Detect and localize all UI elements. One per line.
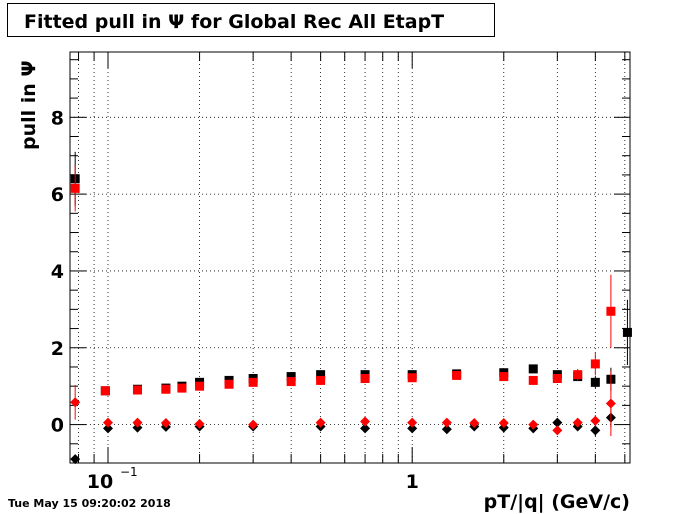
data-point-diamond (194, 418, 205, 429)
plot-frame (69, 51, 631, 464)
data-point-square (177, 383, 187, 393)
data-point-square (316, 375, 326, 385)
data-point-square (499, 372, 509, 382)
data-point-diamond (441, 417, 452, 428)
data-point-square (360, 373, 370, 383)
data-point-square (573, 370, 583, 380)
data-point-diamond (407, 417, 418, 428)
axis-ticks (70, 52, 630, 464)
data-point-diamond (498, 418, 509, 429)
x-tick-label: 10 (87, 471, 113, 493)
data-point-square (224, 379, 234, 389)
data-point-square (528, 364, 538, 374)
data-point-diamond (103, 423, 114, 434)
data-point-diamond (572, 417, 583, 428)
series-diamond-red (70, 370, 616, 437)
data-point-square (248, 377, 258, 387)
data-point-diamond (103, 417, 114, 428)
data-point-square (70, 183, 80, 193)
y-tick-label: 2 (51, 338, 64, 360)
data-point-diamond (315, 417, 326, 428)
data-point-diamond (407, 423, 418, 434)
data-point-square (100, 386, 110, 396)
data-point-square (286, 372, 296, 382)
y-tick-label: 6 (51, 184, 64, 206)
data-point-diamond (360, 416, 371, 427)
data-point-diamond (469, 418, 480, 429)
x-tick-label: 1 (406, 471, 419, 493)
data-point-diamond (552, 425, 563, 436)
tick-labels: 0 2 4 6 8 10 −1 1 (51, 107, 419, 493)
y-tick-label: 0 (51, 415, 64, 437)
data-point-square (606, 306, 616, 316)
series-square-red (70, 165, 616, 396)
data-point-diamond (528, 419, 539, 430)
data-point-square (622, 327, 632, 337)
series-diamond-black (70, 408, 616, 465)
data-point-diamond (441, 424, 452, 435)
data-point-square (286, 377, 296, 387)
x-tick-label-exponent: −1 (120, 465, 138, 479)
data-point-square (316, 370, 326, 380)
data-point-diamond (605, 398, 616, 409)
data-point-diamond (590, 425, 601, 436)
data-point-diamond (248, 419, 259, 430)
y-tick-label: 8 (51, 107, 64, 129)
data-point-square (161, 384, 171, 394)
data-point-diamond (360, 423, 371, 434)
y-axis-label: pull in Ψ (18, 60, 40, 150)
data-point-diamond (552, 417, 563, 428)
series-square-black (70, 151, 632, 396)
data-markers (70, 151, 632, 465)
chart-title: Fitted pull in Ψ for Global Rec All Etap… (24, 11, 445, 33)
data-point-diamond (590, 415, 601, 426)
title-box: Fitted pull in Ψ for Global Rec All Etap… (7, 3, 495, 37)
data-point-square (132, 385, 142, 395)
grid (70, 52, 630, 463)
data-point-square (452, 370, 462, 380)
y-tick-label: 4 (51, 261, 64, 283)
data-point-diamond (70, 397, 81, 408)
data-point-diamond (160, 418, 171, 429)
x-axis-label: pT/|q| (GeV/c) (483, 491, 630, 513)
data-point-diamond (70, 454, 81, 465)
data-point-diamond (132, 417, 143, 428)
data-point-square (407, 373, 417, 383)
data-point-square (590, 377, 600, 387)
data-point-square (195, 381, 205, 391)
data-point-square (590, 359, 600, 369)
data-point-square (528, 375, 538, 385)
data-point-square (552, 373, 562, 383)
timestamp: Tue May 15 09:20:02 2018 (8, 497, 171, 510)
